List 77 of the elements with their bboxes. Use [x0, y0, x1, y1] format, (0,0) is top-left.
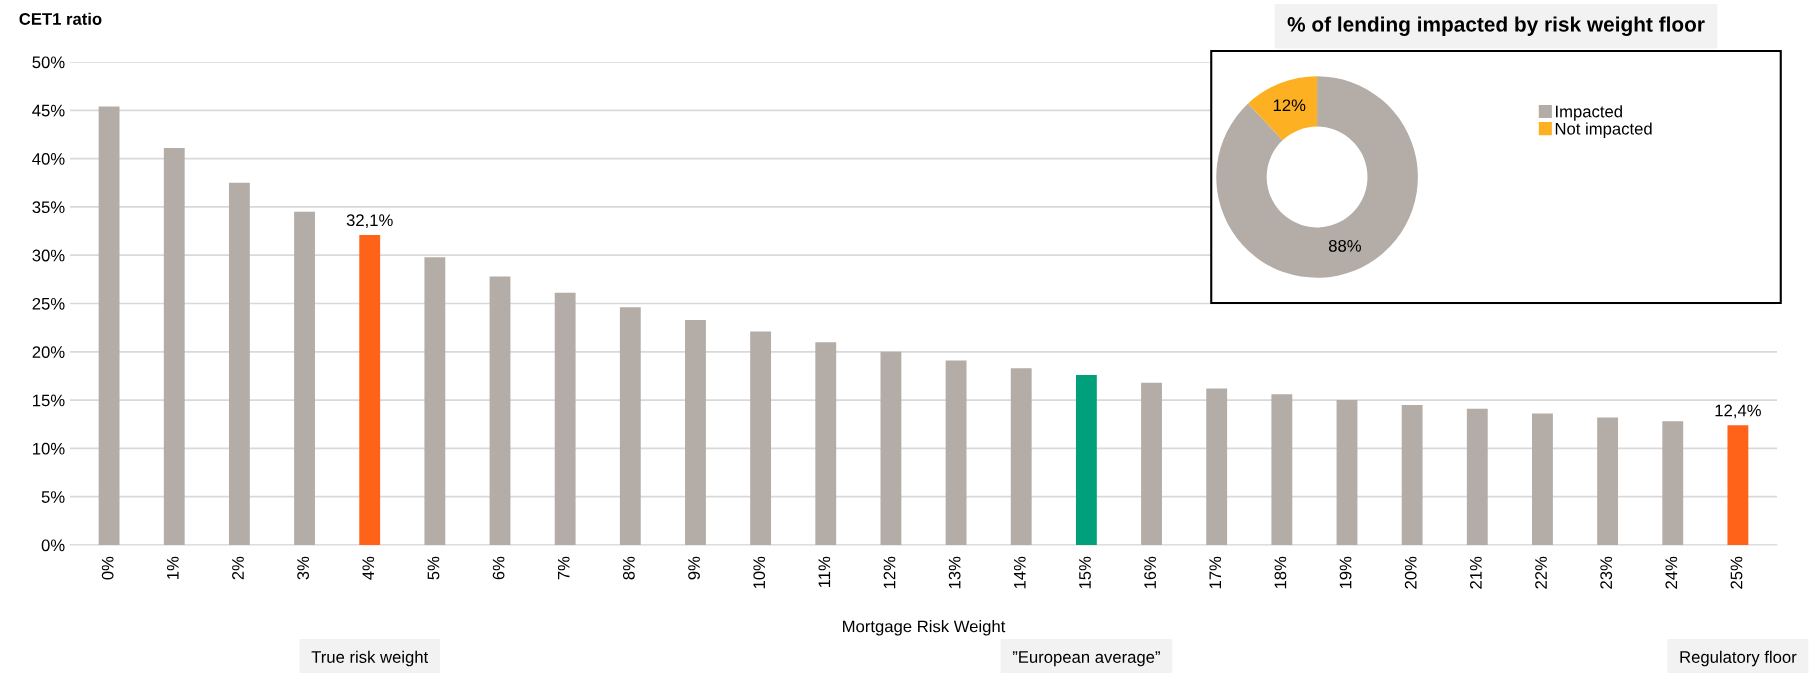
bar [1336, 400, 1358, 545]
x-tick-label: 23% [1600, 556, 1613, 589]
bar [945, 360, 967, 545]
x-axis-title: Mortgage Risk Weight [843, 620, 1006, 636]
y-tick-label: 50% [32, 56, 65, 69]
y-tick-label: 20% [32, 346, 65, 358]
x-tick-label: 8% [622, 556, 635, 580]
bar [1206, 388, 1228, 545]
bar [1141, 382, 1162, 545]
bar [815, 342, 837, 545]
bar [424, 257, 446, 545]
y-axis-title: CET1 ratio [19, 12, 102, 25]
donut-slice [1248, 76, 1318, 141]
x-tick-label: 7% [557, 556, 570, 580]
x-tick-label: 0% [101, 556, 114, 580]
bar [619, 307, 641, 545]
x-tick-label: 18% [1274, 556, 1287, 589]
bar [554, 292, 576, 545]
bar [1597, 417, 1619, 545]
data-label: 88% [1328, 239, 1361, 252]
legend-label: Not impacted [1555, 122, 1652, 138]
x-tick-label: 17% [1209, 556, 1222, 589]
y-tick-label: 35% [32, 201, 65, 214]
x-tick-label: 24% [1665, 556, 1678, 589]
bar [1075, 374, 1097, 545]
bar [359, 234, 381, 545]
bar [750, 331, 772, 545]
donut-slice [1216, 76, 1418, 278]
bar [1010, 368, 1032, 545]
x-tick-label: 3% [297, 556, 310, 580]
bar [685, 319, 706, 545]
bar [1466, 408, 1488, 545]
bar [98, 106, 120, 545]
data-label: 12,4% [1715, 404, 1761, 419]
chart-title: % of lending impacted by risk weight floor [1287, 16, 1705, 36]
bar [294, 211, 315, 545]
x-tick-label: 12% [883, 556, 896, 589]
bar [880, 351, 902, 545]
y-tick-label: 45% [32, 104, 65, 117]
text: Regulatory floor [1680, 650, 1797, 667]
x-tick-label: 2% [232, 556, 244, 580]
y-tick-label: 0% [41, 539, 65, 552]
bar [1271, 394, 1293, 545]
bar [1532, 413, 1553, 545]
bar [228, 182, 250, 545]
y-tick-label: 40% [32, 153, 65, 165]
y-tick-label: 10% [33, 442, 65, 455]
y-tick-label: 15% [33, 394, 65, 407]
bar [1662, 421, 1684, 545]
y-tick-label: 25% [32, 297, 65, 310]
x-tick-label: 25% [1730, 556, 1743, 589]
x-tick-label: 22% [1535, 556, 1547, 589]
x-tick-label: 10% [753, 556, 766, 589]
bar [163, 147, 185, 545]
x-tick-label: 9% [688, 556, 700, 580]
text: True risk weight [311, 650, 429, 667]
x-tick-label: 5% [427, 556, 440, 580]
bar [489, 276, 511, 545]
x-tick-label: 14% [1013, 556, 1026, 589]
data-label: 12% [1273, 99, 1306, 112]
legend-label: Impacted [1556, 105, 1622, 121]
x-tick-label: 19% [1339, 556, 1352, 589]
x-tick-label: 1% [166, 556, 179, 579]
bar [1727, 425, 1749, 545]
x-tick-label: 4% [362, 556, 375, 580]
x-tick-label: 16% [1144, 556, 1157, 589]
x-tick-label: 21% [1469, 556, 1482, 589]
x-tick-label: 15% [1079, 556, 1091, 589]
x-tick-label: 13% [948, 556, 961, 589]
text: ”European average” [1012, 651, 1160, 667]
x-tick-label: 6% [492, 556, 505, 580]
data-label: 32,1% [346, 214, 393, 229]
bar [1401, 404, 1423, 545]
y-tick-label: 5% [41, 491, 65, 503]
y-tick-label: 30% [32, 249, 65, 262]
x-tick-label: 20% [1404, 556, 1417, 589]
x-tick-label: 11% [818, 556, 831, 587]
